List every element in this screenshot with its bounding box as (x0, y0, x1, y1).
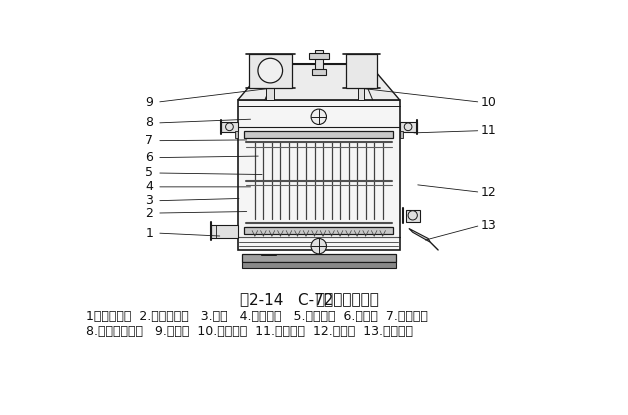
Text: 10: 10 (480, 96, 496, 109)
Circle shape (404, 123, 412, 131)
Text: 4: 4 (146, 181, 153, 193)
Circle shape (258, 58, 283, 83)
Circle shape (408, 211, 418, 220)
Text: 2: 2 (146, 207, 153, 220)
Bar (211, 225, 238, 239)
Circle shape (311, 239, 327, 254)
Bar (312, 69, 326, 75)
Text: 9: 9 (146, 96, 153, 109)
Bar (221, 122, 238, 132)
Bar (346, 54, 377, 88)
Text: 1。煮气进口  2.气流分布板   3.筒体   4.下部吸架   5.电晕极线  6.沉淠极  7.上部吸架: 1。煮气进口 2.气流分布板 3.筒体 4.下部吸架 5.电晕极线 6.沉淠极 … (86, 310, 428, 323)
Circle shape (225, 123, 233, 131)
Text: 1: 1 (146, 227, 153, 239)
Bar (242, 254, 396, 261)
Text: 12: 12 (480, 186, 496, 199)
Bar (235, 132, 238, 138)
Text: 8: 8 (145, 117, 153, 129)
Bar (399, 132, 403, 138)
Text: 管式电捕焦油器: 管式电捕焦油器 (315, 293, 379, 308)
Polygon shape (238, 63, 399, 100)
Bar (242, 261, 396, 268)
Bar (238, 100, 399, 250)
Bar (315, 50, 323, 73)
Text: 5: 5 (145, 166, 153, 180)
Text: 7: 7 (145, 134, 153, 147)
Bar (406, 210, 420, 222)
Text: 3: 3 (146, 194, 153, 207)
Bar (309, 53, 329, 59)
Bar (266, 88, 274, 100)
Bar (244, 227, 394, 234)
Text: 11: 11 (480, 124, 496, 137)
Text: 13: 13 (480, 219, 496, 232)
Text: 6: 6 (146, 151, 153, 164)
Text: 2-14   C-72: 2-14 C-72 (249, 293, 334, 308)
Text: 图: 图 (239, 293, 248, 308)
Bar (249, 54, 292, 88)
Bar (399, 122, 416, 132)
Polygon shape (409, 228, 430, 242)
Bar (244, 131, 394, 138)
Text: 8.引电络缘子笱   9.放散管  10.络缘子笱  11.煮气出口  12.防爆阀  13.焦油出口: 8.引电络缘子笱 9.放散管 10.络缘子笱 11.煮气出口 12.防爆阀 13… (86, 325, 413, 338)
Bar (358, 88, 364, 100)
Circle shape (311, 109, 327, 124)
